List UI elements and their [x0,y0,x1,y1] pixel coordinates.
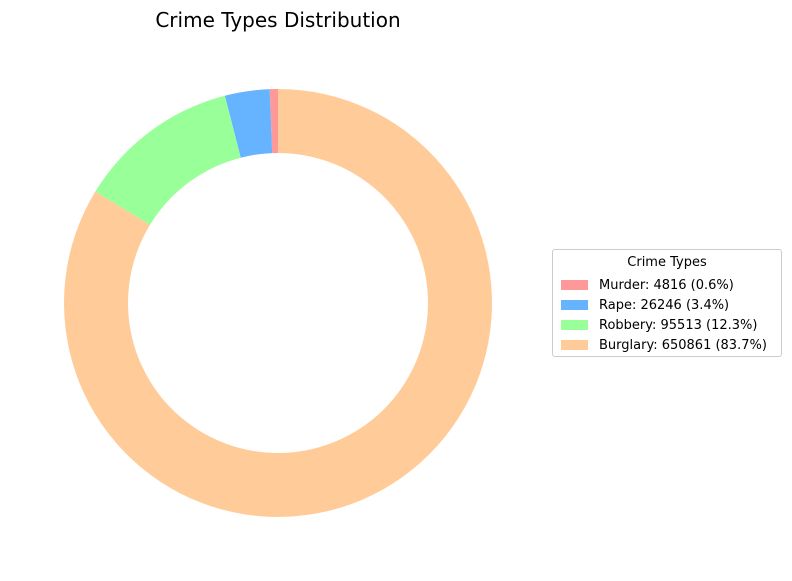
legend-item-rape: Rape: 26246 (3.4%) [561,295,773,315]
legend-label-murder: Murder: 4816 (0.6%) [599,277,734,293]
legend-swatch-robbery [561,320,588,330]
donut-slices [63,89,492,517]
legend-item-burglary: Burglary: 650861 (83.7%) [561,335,773,355]
legend-swatch-murder [561,280,588,290]
legend-label-robbery: Robbery: 95513 (12.3%) [599,317,758,333]
slice-murder [269,89,278,154]
legend-item-robbery: Robbery: 95513 (12.3%) [561,315,773,335]
slice-robbery [95,95,241,225]
chart-title: Crime Types Distribution [155,8,400,32]
slice-rape [224,89,273,158]
slice-burglary [63,89,492,517]
legend-swatch-rape [561,300,588,310]
legend-label-burglary: Burglary: 650861 (83.7%) [599,337,767,353]
chart-legend: Crime Types Murder: 4816 (0.6%) Rape: 26… [552,249,782,357]
legend-item-murder: Murder: 4816 (0.6%) [561,275,773,295]
legend-title: Crime Types [627,255,707,270]
legend-swatch-burglary [561,340,588,350]
legend-label-rape: Rape: 26246 (3.4%) [599,297,730,313]
